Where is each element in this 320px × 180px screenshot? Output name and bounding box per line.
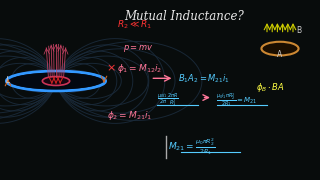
Text: $R_2 \ll R_1$: $R_2 \ll R_1$: [117, 19, 152, 31]
Text: Mutual Inductance?: Mutual Inductance?: [124, 10, 244, 23]
Ellipse shape: [42, 76, 70, 86]
Text: B: B: [297, 26, 302, 35]
Text: $\frac{\mu_0 i_1 \pi R_2^2}{2R_1} = M_{21}$: $\frac{\mu_0 i_1 \pi R_2^2}{2R_1} = M_{2…: [216, 91, 257, 109]
Text: $\phi_2 = M_{21}i_1$: $\phi_2 = M_{21}i_1$: [107, 109, 152, 122]
Ellipse shape: [10, 73, 102, 89]
Text: $p = mv$: $p = mv$: [123, 43, 154, 54]
Text: L: L: [6, 76, 10, 85]
Text: $\phi_B \cdot BA$: $\phi_B \cdot BA$: [256, 81, 284, 94]
Text: $\phi_1 = M_{12}i_2$: $\phi_1 = M_{12}i_2$: [117, 62, 162, 75]
Ellipse shape: [47, 78, 65, 84]
Ellipse shape: [261, 42, 299, 55]
Text: $\frac{\mu_0 i_1}{2\pi}\frac{2\pi R}{R_1^2}$: $\frac{\mu_0 i_1}{2\pi}\frac{2\pi R}{R_1…: [157, 91, 178, 109]
Text: $M_{21} = \frac{\mu_0 \pi R_2^2}{2R_1}$: $M_{21} = \frac{\mu_0 \pi R_2^2}{2R_1}$: [168, 136, 216, 157]
Text: $\times$: $\times$: [106, 63, 115, 74]
Text: A: A: [277, 50, 283, 59]
Ellipse shape: [6, 71, 106, 91]
Text: $B_1A_2 = M_{21}i_1$: $B_1A_2 = M_{21}i_1$: [178, 72, 230, 85]
